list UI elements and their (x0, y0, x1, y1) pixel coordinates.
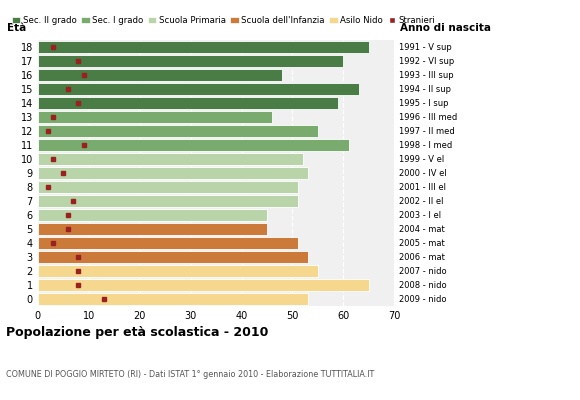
Bar (38, 111, 272, 123)
Bar (38, 195, 298, 207)
Text: Anno di nascita: Anno di nascita (400, 23, 491, 33)
Bar (38, 279, 369, 291)
Text: Età: Età (8, 23, 27, 33)
Bar (38, 181, 298, 193)
Bar (38, 265, 318, 277)
Text: COMUNE DI POGGIO MIRTETO (RI) - Dati ISTAT 1° gennaio 2010 - Elaborazione TUTTIT: COMUNE DI POGGIO MIRTETO (RI) - Dati IST… (6, 370, 374, 379)
Bar (38, 69, 282, 81)
Bar (38, 153, 303, 165)
Bar (38, 209, 267, 221)
Bar (38, 293, 308, 305)
Bar (38, 237, 298, 249)
Bar (38, 139, 349, 151)
Text: Popolazione per età scolastica - 2010: Popolazione per età scolastica - 2010 (6, 326, 268, 339)
Bar (38, 83, 358, 95)
Bar (38, 125, 318, 137)
Bar (38, 251, 308, 263)
Legend: Sec. II grado, Sec. I grado, Scuola Primaria, Scuola dell'Infanzia, Asilo Nido, : Sec. II grado, Sec. I grado, Scuola Prim… (12, 16, 436, 25)
Bar (38, 97, 338, 109)
Bar (38, 167, 308, 179)
Bar (38, 41, 369, 53)
Bar (38, 223, 267, 235)
Bar (38, 55, 343, 67)
